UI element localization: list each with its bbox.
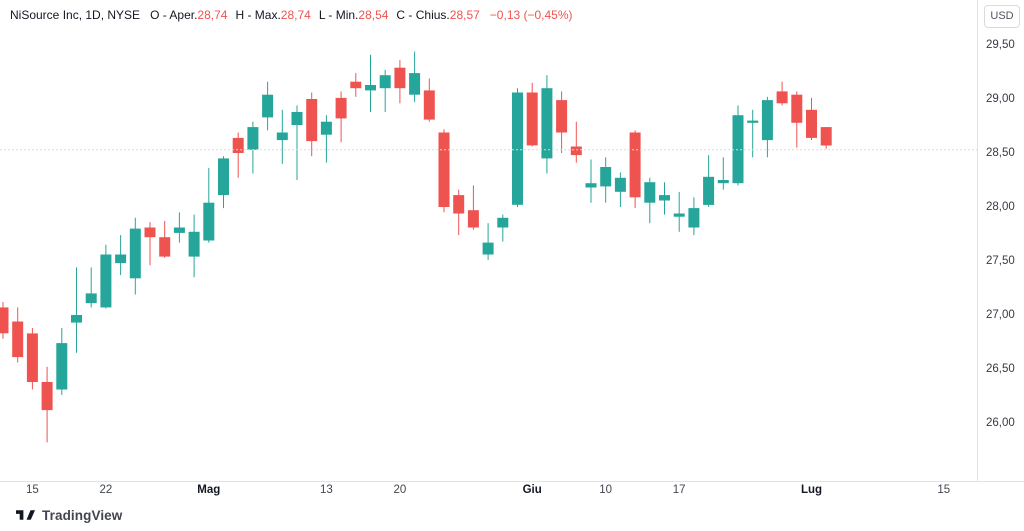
price-tick-label: 26,50 <box>986 363 1015 375</box>
time-tick-label: 13 <box>319 484 333 496</box>
candlestick[interactable] <box>335 91 347 143</box>
symbol-legend: NiSource Inc, 1D, NYSE O - Aper.28,74 H … <box>10 8 573 22</box>
candlestick[interactable] <box>71 267 82 353</box>
time-tick-label: 15 <box>937 484 951 496</box>
price-tick-label: 27,00 <box>986 309 1015 321</box>
ohlc-low: L - Min.28,54 <box>318 8 389 22</box>
candlestick[interactable] <box>585 159 597 203</box>
tradingview-logo-icon <box>16 509 35 520</box>
candlestick[interactable] <box>703 155 715 207</box>
candlestick[interactable] <box>100 244 112 309</box>
candlestick[interactable] <box>203 168 215 243</box>
candlestick-series[interactable] <box>0 0 977 481</box>
candlestick[interactable] <box>556 91 568 153</box>
price-scale[interactable]: USD 29,50 29,00 28,50 28,00 27,50 27,00 26,50 2… <box>978 0 1024 481</box>
candlestick[interactable] <box>688 197 700 236</box>
ohlc-open: O - Aper.28,74 <box>150 8 228 22</box>
time-tick-label: 20 <box>393 484 407 496</box>
candlestick[interactable] <box>188 214 200 278</box>
price-tick-label: 26,00 <box>986 417 1015 429</box>
time-tick-label: 15 <box>25 484 39 496</box>
candlestick[interactable] <box>12 307 24 363</box>
candlestick[interactable] <box>247 121 259 174</box>
candlestick[interactable] <box>291 105 303 181</box>
candlestick[interactable] <box>438 129 450 213</box>
candlestick[interactable] <box>717 157 729 190</box>
candlestick[interactable] <box>806 97 817 140</box>
candlestick[interactable] <box>820 127 832 149</box>
candlestick[interactable] <box>320 115 332 163</box>
candlestick[interactable] <box>732 105 744 186</box>
candlestick[interactable] <box>467 185 479 230</box>
candlestick[interactable] <box>453 189 465 236</box>
candlestick[interactable] <box>409 51 421 103</box>
time-axis-separator <box>0 481 1024 482</box>
candlestick[interactable] <box>26 328 38 390</box>
candlestick[interactable] <box>629 130 641 209</box>
candlestick[interactable] <box>306 92 318 157</box>
candlestick[interactable] <box>614 172 626 207</box>
candlestick[interactable] <box>600 157 612 203</box>
candlestick[interactable] <box>0 302 9 339</box>
time-tick-label: Mag <box>197 484 221 496</box>
candlestick[interactable] <box>173 212 185 243</box>
time-tick-label: 22 <box>99 484 113 496</box>
candlestick[interactable] <box>115 235 127 275</box>
price-tick-label: 27,50 <box>986 255 1015 267</box>
time-tick-label: 10 <box>599 484 613 496</box>
candlestick[interactable] <box>56 328 68 395</box>
currency-badge[interactable]: USD <box>984 5 1020 28</box>
candlestick[interactable] <box>673 191 685 232</box>
ohlc-close: C - Chius.28,57 <box>396 8 480 22</box>
candlestick[interactable] <box>497 214 509 242</box>
candlestick[interactable] <box>41 366 53 443</box>
candlestick[interactable] <box>644 177 656 224</box>
candlestick[interactable] <box>482 223 494 260</box>
candlestick[interactable] <box>159 221 171 258</box>
candlestick[interactable] <box>262 81 274 131</box>
candlestick[interactable] <box>761 96 773 158</box>
candlestick[interactable] <box>218 156 229 209</box>
time-tick-label: Lug <box>800 484 823 496</box>
candlestick[interactable] <box>776 81 788 106</box>
ohlc-high: H - Max.28,74 <box>235 8 311 22</box>
candlestick[interactable] <box>129 217 141 295</box>
time-tick-label: 17 <box>672 484 686 496</box>
candlestick[interactable] <box>659 182 670 215</box>
candlestick[interactable] <box>276 109 288 164</box>
candlestick[interactable] <box>512 88 523 207</box>
candlestick[interactable] <box>232 132 244 178</box>
candlestick[interactable] <box>350 73 362 97</box>
candlestick[interactable] <box>791 91 803 148</box>
chart-pane[interactable]: NiSource Inc, 1D, NYSE O - Aper.28,74 H … <box>0 0 977 481</box>
candlestick[interactable] <box>570 121 582 163</box>
candlestick[interactable] <box>365 54 376 112</box>
candlestick[interactable] <box>394 60 406 104</box>
price-axis-separator <box>977 0 978 500</box>
price-tick-label: 28,00 <box>986 201 1015 213</box>
candlestick[interactable] <box>379 69 391 112</box>
price-change: −0,13 (−0,45%) <box>489 8 573 22</box>
time-tick-label: Giu <box>522 484 542 496</box>
candlestick[interactable] <box>423 78 435 122</box>
symbol-title[interactable]: NiSource Inc, 1D, NYSE <box>10 8 141 22</box>
time-scale[interactable]: 15 22 Mag 13 20 Giu 10 17 Lug 15 <box>0 482 1024 500</box>
tradingview-attribution[interactable]: TradingView <box>16 505 122 525</box>
candlestick[interactable] <box>526 82 538 147</box>
candlestick[interactable] <box>144 222 156 266</box>
price-tick-label: 29,50 <box>986 39 1015 51</box>
price-tick-label: 29,00 <box>986 93 1015 105</box>
price-tick-label: 28,50 <box>986 147 1015 159</box>
tradingview-wordmark: TradingView <box>42 507 123 523</box>
candlestick[interactable] <box>541 75 553 174</box>
candlestick[interactable] <box>85 267 97 308</box>
